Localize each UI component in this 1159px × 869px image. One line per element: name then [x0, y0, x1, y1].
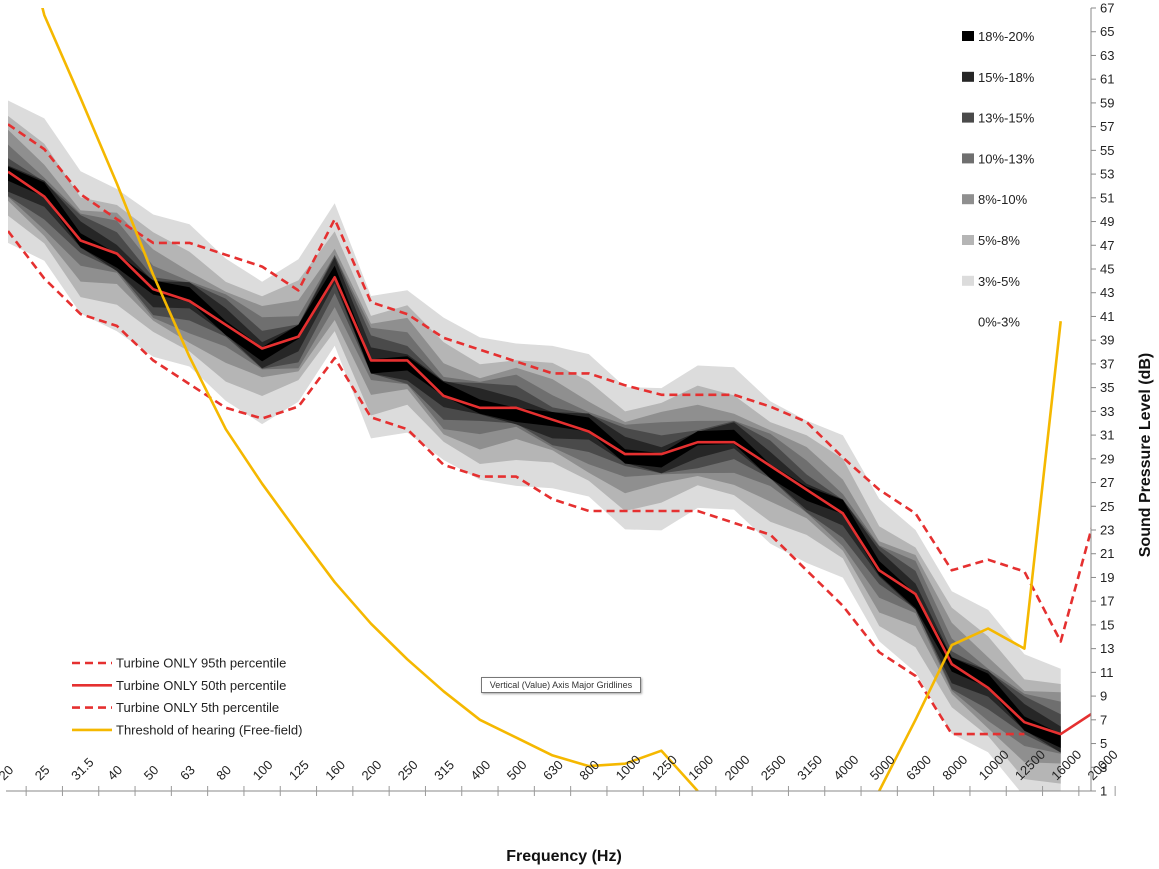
y-tick-label: 49: [1100, 214, 1114, 229]
y-tick-label: 41: [1100, 309, 1114, 324]
y-tick-label: 5: [1100, 736, 1107, 751]
y-tick-label: 45: [1100, 262, 1114, 277]
y-tick-label: 13: [1100, 641, 1114, 656]
x-tick-label: 2500: [758, 752, 789, 783]
series-lines: [8, 8, 1091, 791]
y-tick-label: 31: [1100, 428, 1114, 443]
x-tick-label: 630: [540, 757, 566, 783]
y-tick-label: 27: [1100, 475, 1114, 490]
y-tick-label: 51: [1100, 190, 1114, 205]
x-axis-ticks: 20 25 31.5 40 50 63 80 100 125 160 200 250 315 400 500…: [0, 747, 1121, 796]
series-line-3: [41, 8, 699, 791]
y-tick-label: 25: [1100, 499, 1114, 514]
x-tick-label: 500: [504, 757, 530, 783]
x-tick-label: 200: [359, 757, 385, 783]
series-legend: Turbine ONLY 95th percentile Turbine ONLY…: [72, 656, 302, 737]
series-line-2: [8, 230, 1025, 736]
y-tick-label: 47: [1100, 238, 1114, 253]
y-tick-label: 35: [1100, 380, 1114, 395]
x-tick-label: 2000: [722, 752, 753, 783]
density-contours: [8, 100, 1061, 791]
y-tick-label: 67: [1100, 1, 1114, 16]
series-line-0: [8, 123, 1091, 643]
heatmap-legend-swatch: [962, 153, 974, 164]
y-tick-label: 53: [1100, 167, 1114, 182]
x-tick-label: 6300: [903, 752, 934, 783]
heatmap-legend-label: 10%-13%: [978, 151, 1035, 166]
y-tick-label: 1: [1100, 784, 1107, 799]
x-tick-label: 100: [250, 757, 276, 783]
y-tick-label: 17: [1100, 594, 1114, 609]
x-tick-label: 20000: [1085, 747, 1121, 783]
series-legend-label: Turbine ONLY 5th percentile: [116, 700, 279, 715]
series-legend-label: Turbine ONLY 50th percentile: [116, 678, 286, 693]
x-tick-label: 315: [431, 757, 457, 783]
heatmap-legend-label: 5%-8%: [978, 233, 1020, 248]
y-tick-label: 15: [1100, 617, 1114, 632]
y-tick-label: 33: [1100, 404, 1114, 419]
y-tick-label: 55: [1100, 143, 1114, 158]
y-tick-label: 3: [1100, 760, 1107, 775]
x-tick-label: 4000: [830, 752, 861, 783]
heatmap-legend-swatch: [962, 71, 974, 82]
series-legend-label: Threshold of hearing (Free-field): [116, 722, 302, 737]
x-tick-label: 800: [576, 757, 602, 783]
y-tick-label: 57: [1100, 119, 1114, 134]
x-tick-label: 25: [32, 762, 53, 783]
heatmap-legend-label: 3%-5%: [978, 274, 1020, 289]
x-tick-label: 250: [395, 757, 421, 783]
heatmap-legend-swatch: [962, 275, 974, 286]
series-legend-label: Turbine ONLY 95th percentile: [116, 656, 286, 671]
y-tick-label: 59: [1100, 95, 1114, 110]
x-tick-label: 80: [213, 762, 234, 783]
y-axis-title: Sound Pressure Level (dB): [1137, 353, 1154, 558]
y-tick-label: 21: [1100, 546, 1114, 561]
heatmap-legend-swatch: [962, 194, 974, 205]
x-tick-label: 3150: [794, 752, 825, 783]
x-tick-label: 40: [104, 762, 125, 783]
y-tick-label: 61: [1100, 72, 1114, 87]
heatmap-legend-label: 8%-10%: [978, 192, 1028, 207]
x-tick-label: 160: [322, 757, 348, 783]
heatmap-legend-label: 0%-3%: [978, 315, 1020, 330]
y-tick-label: 29: [1100, 451, 1114, 466]
y-tick-label: 11: [1100, 665, 1114, 680]
y-tick-label: 19: [1100, 570, 1114, 585]
density-band: [8, 144, 1061, 754]
x-tick-label: 63: [177, 762, 198, 783]
x-tick-label: 1000: [613, 752, 644, 783]
series-line-1: [8, 170, 1091, 736]
y-tick-label: 65: [1100, 24, 1114, 39]
heatmap-legend: 18%-20% 15%-18% 13%-15% 10%-13% 8%-10% 5%-8% 3…: [962, 29, 1035, 330]
y-tick-label: 9: [1100, 689, 1107, 704]
y-tick-label: 23: [1100, 523, 1114, 538]
x-tick-label: 125: [286, 757, 312, 783]
y-tick-label: 63: [1100, 48, 1114, 63]
y-tick-label: 7: [1100, 712, 1107, 727]
series-line-3: [878, 321, 1062, 791]
heatmap-legend-swatch: [962, 31, 974, 41]
heatmap-legend-label: 13%-15%: [978, 111, 1035, 126]
y-tick-label: 37: [1100, 356, 1114, 371]
axes: [6, 8, 1092, 792]
heatmap-legend-swatch: [962, 316, 974, 327]
x-tick-label: 5000: [867, 752, 898, 783]
x-tick-label: 400: [467, 757, 493, 783]
heatmap-legend-label: 15%-18%: [978, 70, 1035, 85]
x-tick-label: 1600: [685, 752, 716, 783]
y-tick-label: 43: [1100, 285, 1114, 300]
gridlines-tooltip: Vertical (Value) Axis Major Gridlines: [481, 677, 641, 693]
heatmap-legend-swatch: [962, 235, 974, 245]
heatmap-legend-label: 18%-20%: [978, 29, 1035, 44]
x-tick-label: 20: [0, 762, 16, 783]
y-axis-ticks: 1357911131517192123252729313335373941434…: [1091, 1, 1114, 799]
x-tick-label: 8000: [939, 752, 970, 783]
x-axis-title: Frequency (Hz): [506, 848, 622, 865]
heatmap-legend-swatch: [962, 112, 974, 123]
x-tick-label: 31.5: [68, 755, 97, 784]
density-band: [8, 115, 1061, 784]
y-tick-label: 39: [1100, 333, 1114, 348]
x-tick-label: 50: [141, 762, 162, 783]
